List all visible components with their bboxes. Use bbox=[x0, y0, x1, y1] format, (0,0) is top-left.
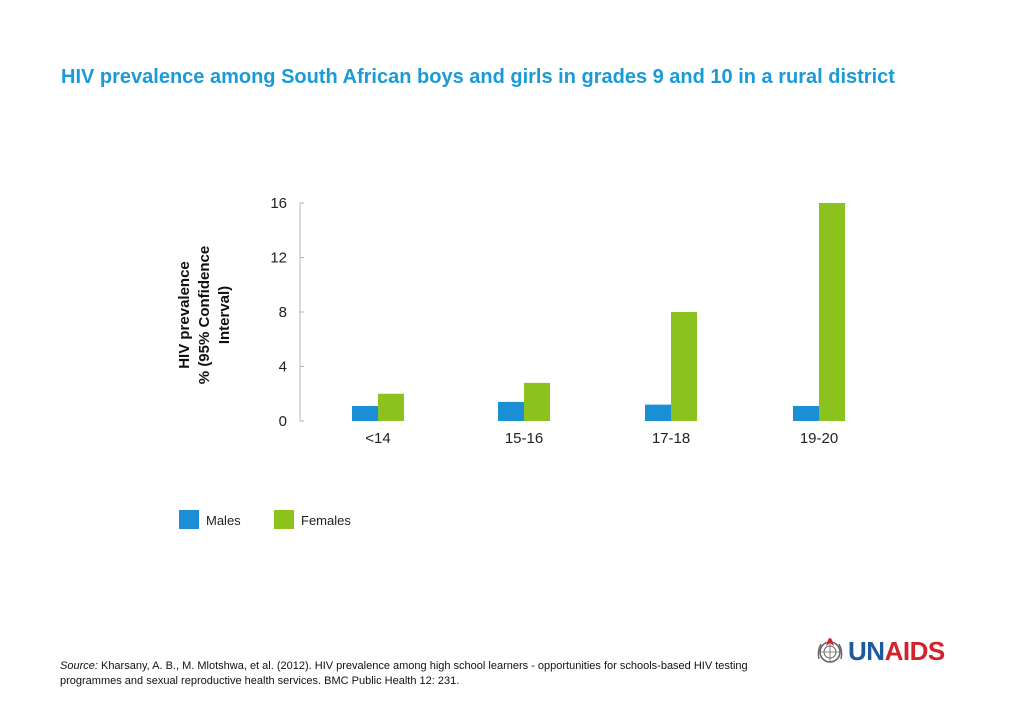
y-tick-label: 12 bbox=[270, 250, 287, 267]
x-tick-labels: <14 15-16 17-18 19-20 bbox=[365, 430, 838, 447]
bar-females bbox=[378, 393, 404, 421]
x-tick-label: 17-18 bbox=[652, 430, 690, 447]
y-tick-label: 8 bbox=[279, 304, 287, 321]
source-citation: Source: Kharsany, A. B., M. Mlotshwa, et… bbox=[60, 659, 780, 689]
page-title: HIV prevalence among South African boys … bbox=[61, 66, 895, 88]
legend-swatch-males bbox=[179, 510, 199, 529]
y-axis-title-line: Interval) bbox=[216, 286, 233, 344]
x-tick-label: 15-16 bbox=[505, 430, 543, 447]
bar-females bbox=[524, 382, 550, 421]
bars-group bbox=[352, 203, 845, 421]
logo-wordmark: UNAIDS bbox=[848, 636, 945, 667]
un-emblem-icon bbox=[817, 638, 843, 663]
y-tick-label: 0 bbox=[279, 413, 287, 430]
y-axis-label: HIV prevalence% (95% Confidence Interval) bbox=[176, 246, 233, 384]
unaids-logo: UNAIDS bbox=[815, 636, 965, 668]
logo-aids-text: AIDS bbox=[884, 636, 946, 666]
bar-females bbox=[819, 203, 845, 421]
x-tick-label: 19-20 bbox=[800, 430, 838, 447]
x-tick-label: <14 bbox=[365, 430, 390, 447]
source-text: Kharsany, A. B., M. Mlotshwa, et al. (20… bbox=[60, 660, 748, 687]
y-tick-label: 16 bbox=[270, 195, 287, 212]
source-label: Source: bbox=[60, 660, 98, 672]
bar-males bbox=[498, 401, 524, 421]
logo-un-text: UN bbox=[848, 636, 885, 666]
bar-males bbox=[645, 404, 671, 421]
legend-label-males: Males bbox=[206, 513, 241, 528]
legend-swatch-females bbox=[274, 510, 294, 529]
y-tick-label: 4 bbox=[279, 359, 287, 376]
legend-label-females: Females bbox=[301, 513, 351, 528]
bar-males bbox=[793, 406, 819, 421]
y-axis-title-line: HIV prevalence bbox=[176, 261, 193, 369]
legend: Males Females bbox=[179, 510, 351, 529]
y-axis-title: HIV prevalence% (95% Confidence Interval) bbox=[176, 246, 233, 384]
y-axis: 0 4 8 12 16 bbox=[270, 195, 304, 430]
y-axis-title-line: % (95% Confidence bbox=[196, 246, 213, 384]
bar-males bbox=[352, 406, 378, 421]
bar-females bbox=[671, 312, 697, 421]
